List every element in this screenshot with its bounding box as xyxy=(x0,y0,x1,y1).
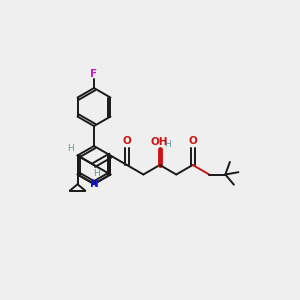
Text: OH: OH xyxy=(150,137,168,147)
Text: H: H xyxy=(164,140,171,149)
Text: O: O xyxy=(122,136,131,146)
Text: F: F xyxy=(90,69,98,79)
Text: H: H xyxy=(67,144,74,153)
Text: H: H xyxy=(93,169,99,178)
Text: O: O xyxy=(188,136,197,146)
Text: N: N xyxy=(90,179,98,189)
